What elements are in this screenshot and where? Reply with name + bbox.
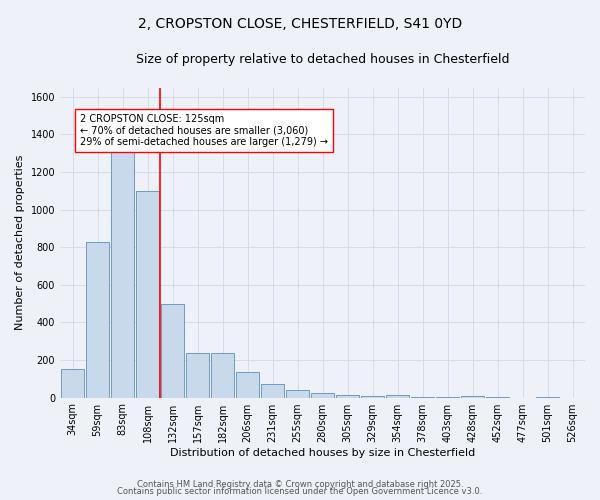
Bar — [311, 393, 334, 398]
Text: 2, CROPSTON CLOSE, CHESTERFIELD, S41 0YD: 2, CROPSTON CLOSE, CHESTERFIELD, S41 0YD — [138, 18, 462, 32]
Bar — [461, 396, 484, 398]
Bar — [361, 396, 384, 398]
Bar — [61, 370, 84, 398]
Text: Contains public sector information licensed under the Open Government Licence v3: Contains public sector information licen… — [118, 487, 482, 496]
Title: Size of property relative to detached houses in Chesterfield: Size of property relative to detached ho… — [136, 52, 509, 66]
Text: Contains HM Land Registry data © Crown copyright and database right 2025.: Contains HM Land Registry data © Crown c… — [137, 480, 463, 489]
Bar — [186, 354, 209, 398]
Bar — [211, 354, 234, 398]
Bar — [286, 390, 309, 398]
Bar — [386, 396, 409, 398]
Bar — [261, 384, 284, 398]
Bar — [86, 242, 109, 398]
Bar — [336, 395, 359, 398]
Bar — [136, 191, 159, 398]
Bar — [236, 372, 259, 398]
Bar — [111, 152, 134, 398]
Text: 2 CROPSTON CLOSE: 125sqm
← 70% of detached houses are smaller (3,060)
29% of sem: 2 CROPSTON CLOSE: 125sqm ← 70% of detach… — [80, 114, 328, 147]
Y-axis label: Number of detached properties: Number of detached properties — [15, 155, 25, 330]
Bar — [411, 396, 434, 398]
X-axis label: Distribution of detached houses by size in Chesterfield: Distribution of detached houses by size … — [170, 448, 475, 458]
Bar — [161, 304, 184, 398]
